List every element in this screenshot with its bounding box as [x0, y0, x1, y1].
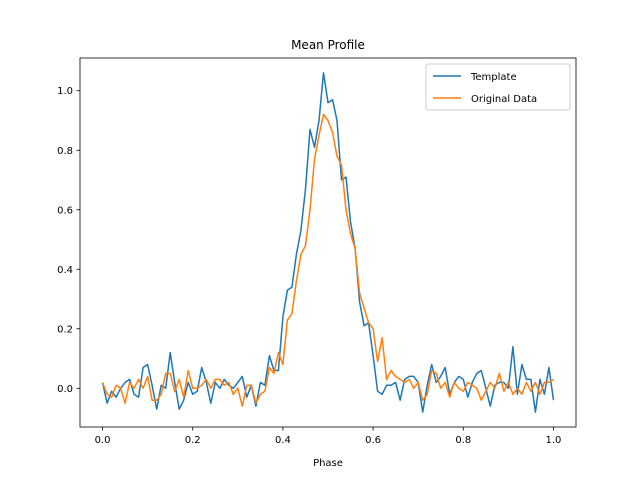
x-tick-label: 0.4: [275, 435, 291, 446]
legend-label-template: Template: [470, 72, 517, 83]
y-tick-label: 0.4: [57, 265, 73, 276]
x-axis-title: Phase: [313, 458, 343, 469]
x-tick-label: 0.8: [455, 435, 471, 446]
legend-label-original-data: Original Data: [471, 94, 537, 105]
x-tick-label: 1.0: [546, 435, 562, 446]
y-tick-label: 0.8: [57, 146, 73, 157]
plot-area: 0.0 0.2 0.4 0.6 0.8 1.0 0.0 0.2 0.4 0.6 0.8 1.0: [57, 57, 577, 446]
legend-box: [425, 63, 571, 111]
chart-title: Mean Profile: [291, 38, 365, 52]
x-tick-label: 0.0: [95, 435, 111, 446]
y-tick-label: 1.0: [57, 86, 73, 97]
series-line-original-data: [101, 113, 554, 407]
series-line-template: [101, 72, 555, 413]
y-tick-label: 0.0: [57, 384, 73, 395]
x-tick-label: 0.6: [365, 435, 381, 446]
y-tick-label: 0.2: [57, 324, 73, 335]
legend: Template Original Data: [425, 63, 571, 111]
x-tick-label: 0.2: [185, 435, 201, 446]
axes-frame: [79, 57, 577, 428]
y-tick-label: 0.6: [57, 205, 73, 216]
